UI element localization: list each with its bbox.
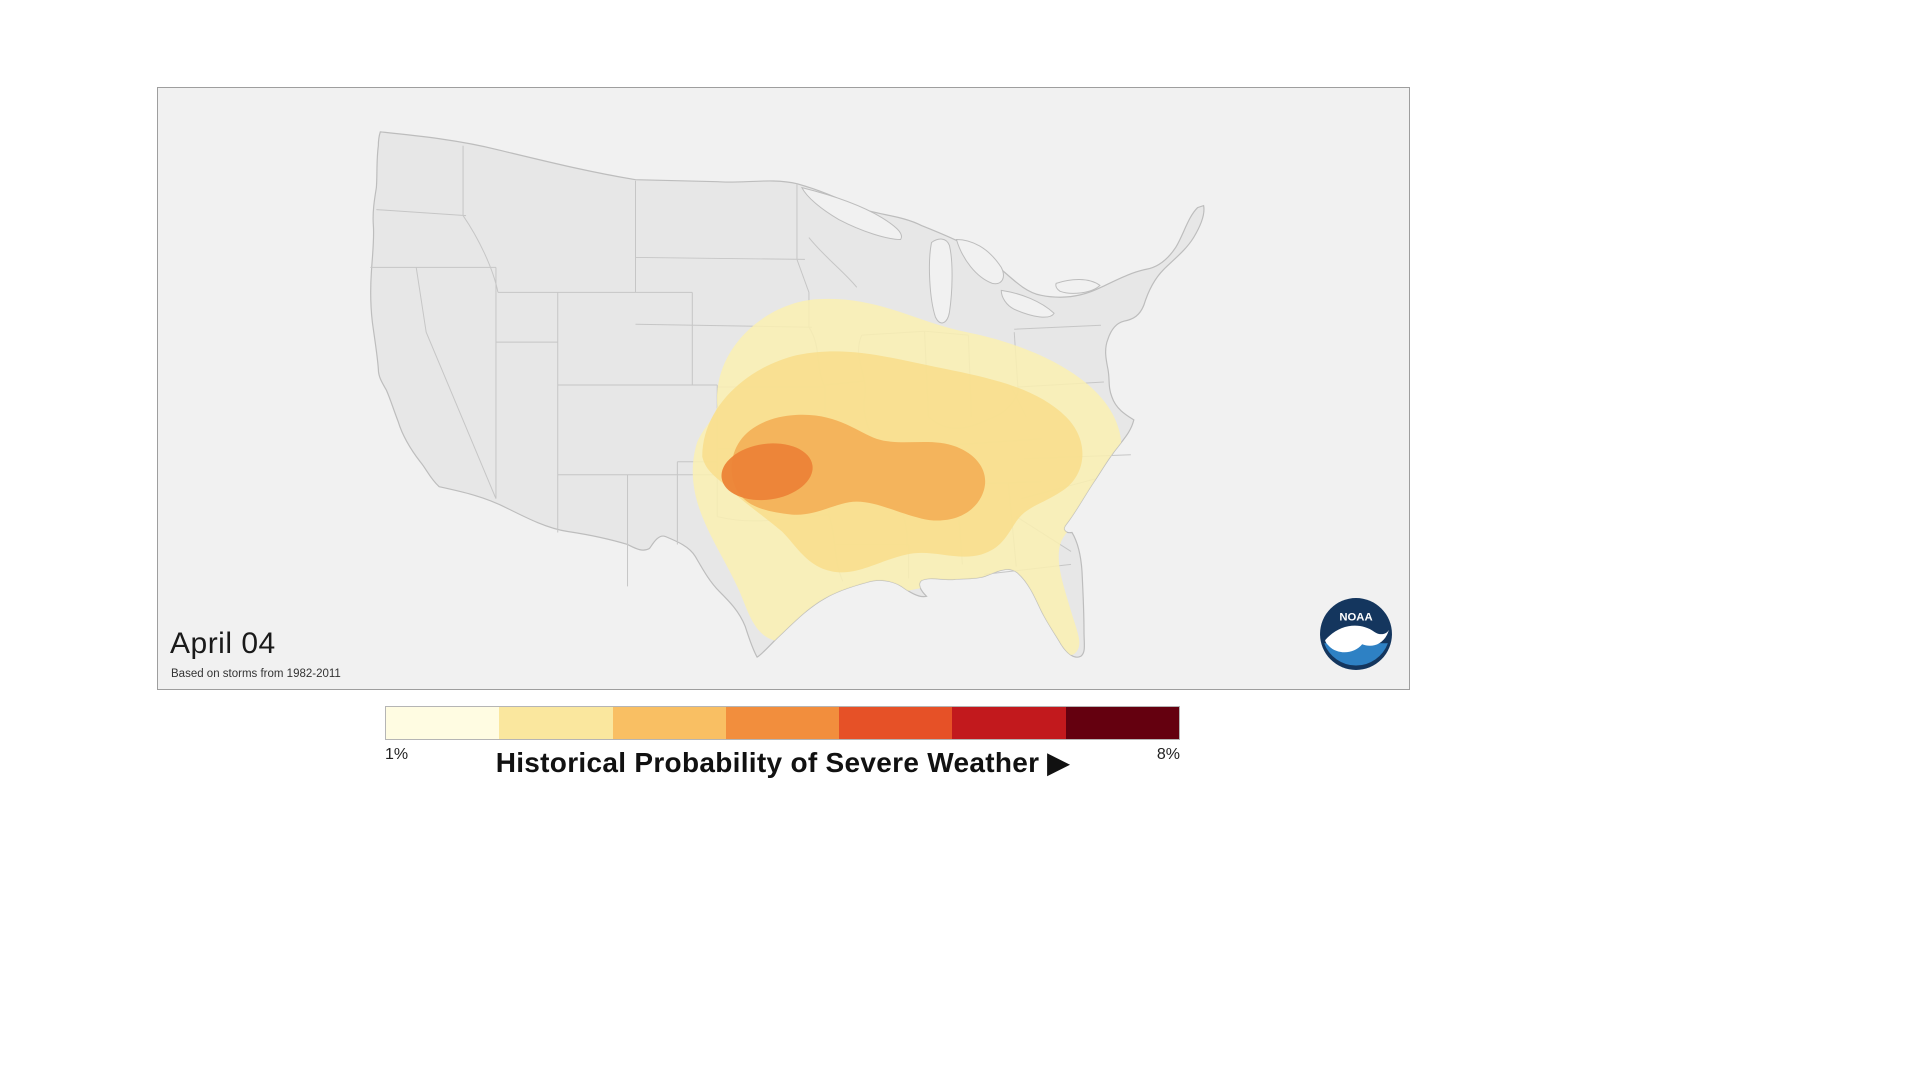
lake-erie [1000, 289, 1055, 318]
noaa-gull-icon [1325, 625, 1389, 653]
lake-michigan [928, 238, 953, 324]
probability-colorbar [385, 706, 1180, 740]
legend-title: Historical Probability of Severe Weather… [495, 747, 1070, 778]
legend: 1% 8% Historical Probability of Severe W… [385, 706, 1180, 778]
lake-huron [955, 238, 1004, 285]
colorbar-segment-6 [952, 707, 1066, 739]
legend-labels: 1% 8% [385, 740, 1180, 763]
severe-weather-map-panel: April 04 Based on storms from 1982-2011 … [157, 87, 1410, 690]
contour-level-4 [721, 443, 813, 501]
lake-superior [801, 186, 902, 240]
colorbar-segment-3 [612, 707, 726, 739]
lake-ontario [1055, 278, 1101, 294]
colorbar-segment-7 [1065, 707, 1179, 739]
great-lakes [801, 186, 1101, 324]
legend-min-label: 1% [385, 746, 409, 763]
colorbar-segment-4 [725, 707, 840, 739]
date-label: April 04 [170, 627, 276, 660]
us-probability-map [370, 131, 1205, 658]
colorbar-segment-5 [839, 707, 953, 739]
source-note: Based on storms from 1982-2011 [171, 668, 341, 680]
colorbar-segment-2 [499, 707, 613, 739]
noaa-logo: NOAA [1320, 598, 1392, 670]
legend-max-label: 8% [1156, 746, 1180, 763]
contour-level-3 [731, 414, 986, 521]
noaa-logo-text: NOAA [1339, 612, 1372, 624]
colorbar-segment-1 [386, 707, 500, 739]
probability-contours [692, 298, 1122, 656]
